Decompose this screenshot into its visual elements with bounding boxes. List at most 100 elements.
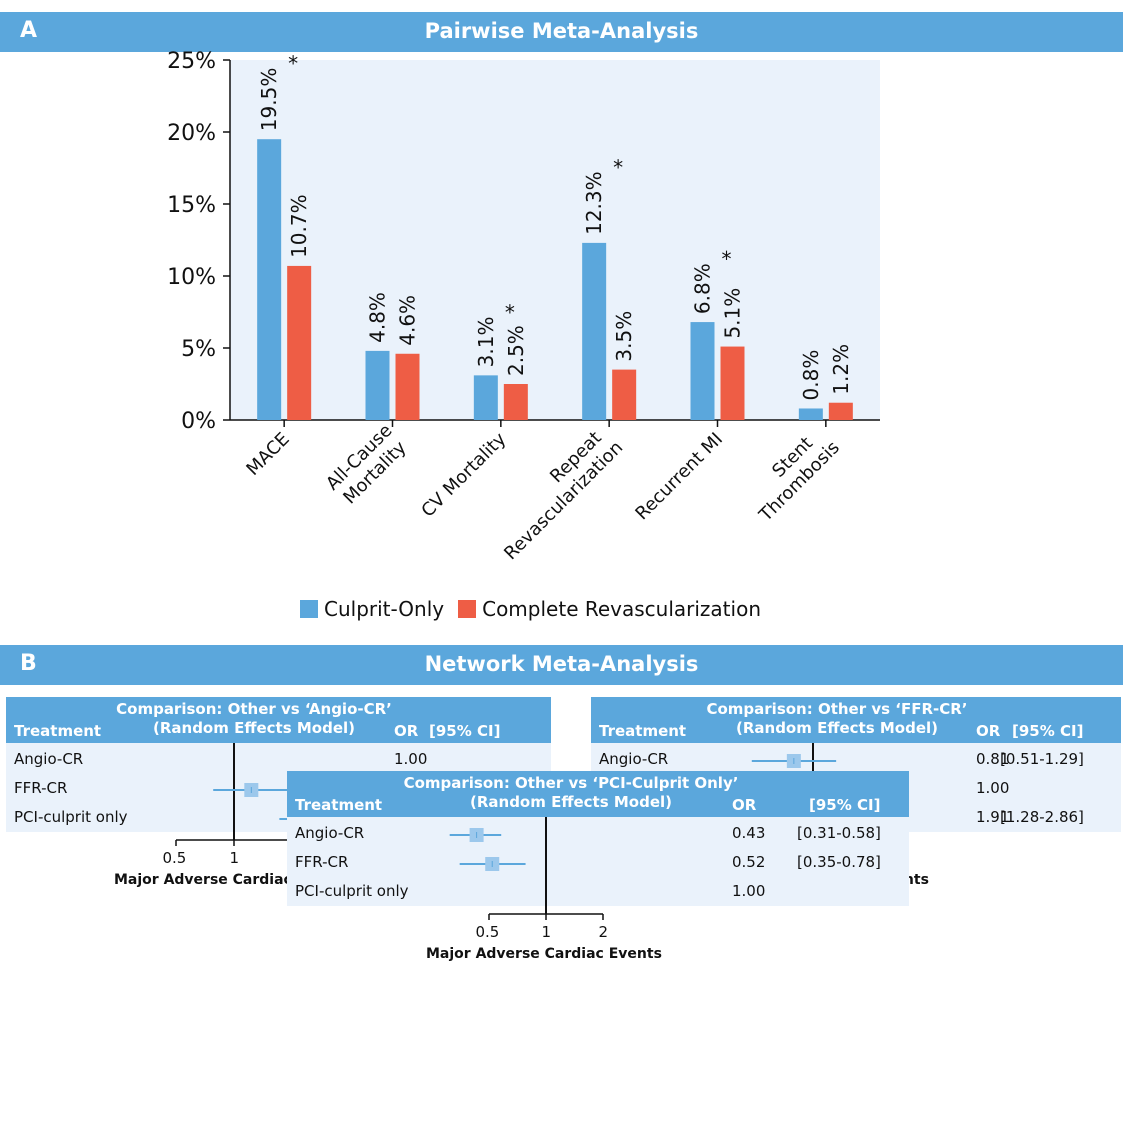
bar-value-label: 19.5%: [257, 68, 281, 132]
bar-value-label: 2.5%: [504, 325, 528, 376]
bar-value-label: 3.1%: [474, 317, 498, 368]
forest-header-model: (Random Effects Model): [735, 719, 939, 737]
significance-asterisk: *: [505, 300, 515, 324]
bar-culprit-only-recurrent-mi: [690, 322, 715, 420]
bar-value-label: 4.8%: [366, 292, 390, 343]
forest-row-or: 0.43: [732, 824, 766, 842]
forest-header-treatment: Treatment: [14, 722, 102, 740]
forest-row: PCI-culprit only 1.00: [287, 882, 909, 904]
bar-culprit-only-stent-thrombosis: [798, 408, 823, 420]
bar-complete-revascularization-recurrent-mi: [720, 346, 745, 420]
forest-row-ci: [0.51-1.29]: [1000, 750, 1084, 768]
forest-row-or: 0.52: [732, 853, 766, 871]
significance-asterisk: *: [288, 52, 298, 76]
legend-item-culprit-only: Culprit-Only: [300, 597, 444, 621]
x-category-label-line: CV Mortality: [417, 428, 510, 521]
panel-b-header: B Network Meta-Analysis: [0, 645, 1123, 685]
x-category-label: StentThrombosis: [739, 422, 844, 527]
forest-row-or: 0.81: [976, 750, 1010, 768]
forest-row-ci: [0.31-0.58]: [797, 824, 881, 842]
panel-a-title: Pairwise Meta-Analysis: [424, 19, 699, 43]
legend-swatch-complete-revascularization: [458, 600, 477, 618]
bar-complete-revascularization-repeat-revascularization: [612, 369, 637, 420]
x-category-label: MACE: [242, 429, 293, 480]
panel-a-header: A Pairwise Meta-Analysis: [0, 12, 1123, 52]
forest-row-or: 1.00: [732, 882, 766, 900]
forest-x-tick-label: 1: [541, 923, 552, 941]
forest-body: Angio-CR 0.43 [0.31-0.58] FFR-CR 0.52 [0.35-0…: [287, 817, 909, 906]
legend-item-complete-revascularization: Complete Revascularization: [458, 597, 761, 621]
x-category-label: Recurrent MI: [631, 429, 727, 525]
bar-culprit-only-all-cause-mortality: [365, 350, 390, 420]
forest-comparison-title: Comparison: Other vs ‘PCI-Culprit Only’: [403, 774, 739, 792]
forest-x-tick-label: 0.5: [475, 923, 500, 941]
forest-header-or: OR: [732, 796, 757, 814]
plot-area: [230, 60, 880, 420]
bar-chart: 0% 5% 10% 15% 20% 25% 19.5% 10.7% * MACE 4.8% 4.6% A…: [167, 49, 880, 564]
bar-culprit-only-mace: [257, 139, 282, 420]
bar-value-label: 3.5%: [612, 311, 636, 362]
bar-complete-revascularization-mace: [287, 265, 312, 420]
bar-culprit-only-repeat-revascularization: [582, 242, 607, 420]
forest-row-treatment: Angio-CR: [295, 824, 365, 842]
forest-row: Angio-CR 0.81 [0.51-1.29]: [591, 750, 1121, 772]
significance-asterisk: *: [613, 155, 623, 179]
forest-header: Comparison: Other vs ‘FFR-CR’ Treatment (R…: [591, 697, 1121, 743]
y-tick-label: 10%: [167, 265, 216, 290]
y-tick-label: 25%: [167, 49, 216, 74]
forest-header-ci: [95% CI]: [1012, 722, 1084, 740]
legend-label-complete-revascularization: Complete Revascularization: [482, 597, 761, 621]
forest-row-or: 1.00: [976, 779, 1010, 797]
forest-x-axis-label: Major Adverse Cardiac Events: [426, 946, 662, 962]
legend-swatch-culprit-only: [300, 600, 318, 618]
x-category-label-line: MACE: [242, 429, 293, 480]
y-tick-label: 20%: [167, 121, 216, 146]
forest-comparison-title: Comparison: Other vs ‘FFR-CR’: [706, 700, 968, 718]
y-tick-label: 0%: [181, 409, 216, 434]
x-category-label: All-CauseMortality: [322, 420, 412, 510]
forest-row: Angio-CR 1.00: [6, 750, 551, 772]
panel-b-title: Network Meta-Analysis: [424, 652, 699, 676]
forest-row-treatment: FFR-CR: [295, 853, 349, 871]
forest-x-tick-label: 1: [229, 849, 240, 867]
forest-row: FFR-CR 0.52 [0.35-0.78]: [287, 853, 909, 875]
forest-row-treatment: PCI-culprit only: [14, 808, 128, 826]
forest-header: Comparison: Other vs ‘PCI-Culprit Only’ T…: [287, 771, 909, 817]
forest-comparison-title: Comparison: Other vs ‘Angio-CR’: [116, 700, 392, 718]
bar-value-label: 10.7%: [287, 194, 311, 258]
x-category-label-line: Recurrent MI: [631, 429, 727, 525]
bar-value-label: 5.1%: [721, 288, 745, 339]
forest-header-or: OR: [976, 722, 1001, 740]
panel-b-letter: B: [20, 651, 37, 676]
forest-header-model: (Random Effects Model): [152, 719, 356, 737]
x-category-label: CV Mortality: [417, 428, 510, 521]
forest-row-treatment: Angio-CR: [599, 750, 669, 768]
chart-legend: Culprit-Only Complete Revascularization: [300, 597, 775, 621]
forest-header: Comparison: Other vs ‘Angio-CR’ Treatment…: [6, 697, 551, 743]
bar-value-label: 1.2%: [829, 344, 853, 395]
legend-label-culprit-only: Culprit-Only: [324, 597, 445, 621]
bar-complete-revascularization-cv-mortality: [503, 384, 528, 420]
forest-plot-pci-culprit-only: Comparison: Other vs ‘PCI-Culprit Only’ T…: [287, 771, 909, 962]
significance-asterisk: *: [722, 247, 732, 271]
forest-plot-graph: [449, 817, 604, 920]
bar-culprit-only-cv-mortality: [473, 375, 498, 420]
bar-value-label: 0.8%: [799, 350, 823, 401]
forest-header-ci: [95% CI]: [429, 722, 501, 740]
forest-row-treatment: Angio-CR: [14, 750, 84, 768]
y-tick-label: 5%: [181, 337, 216, 362]
bar-value-label: 12.3%: [582, 171, 606, 235]
bar-complete-revascularization-stent-thrombosis: [828, 402, 853, 420]
forest-header-or: OR: [394, 722, 419, 740]
forest-row-treatment: PCI-culprit only: [295, 882, 409, 900]
forest-row-ci: [0.35-0.78]: [797, 853, 881, 871]
bar-value-label: 6.8%: [691, 263, 715, 314]
forest-row-or: 1.91: [976, 808, 1010, 826]
forest-header-ci: [95% CI]: [809, 796, 881, 814]
y-tick-label: 15%: [167, 193, 216, 218]
panel-a-letter: A: [20, 18, 38, 43]
forest-x-tick-label: 0.5: [162, 849, 187, 867]
bar-value-label: 4.6%: [396, 295, 420, 346]
forest-row-or: 1.00: [394, 750, 428, 768]
forest-x-tick-label: 2: [598, 923, 609, 941]
